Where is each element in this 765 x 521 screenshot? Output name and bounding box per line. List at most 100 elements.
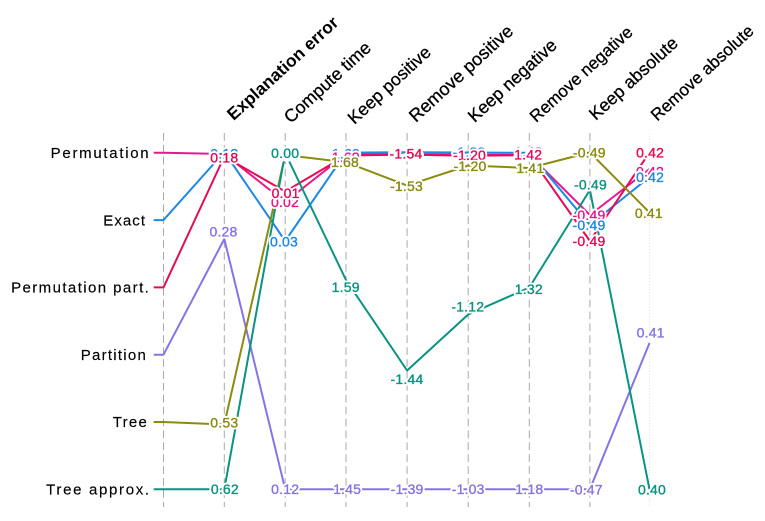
svg-text:0.00: 0.00: [271, 145, 299, 161]
svg-text:-1.03: -1.03: [452, 481, 485, 497]
svg-text:Exact: Exact: [103, 212, 146, 229]
svg-text:1.42: 1.42: [514, 148, 542, 164]
svg-text:0.53: 0.53: [210, 414, 238, 430]
svg-text:0.42: 0.42: [636, 144, 664, 160]
svg-text:1.68: 1.68: [331, 154, 359, 170]
svg-text:-1.20: -1.20: [453, 147, 486, 163]
svg-text:1.45: 1.45: [333, 481, 361, 497]
svg-text:1.69: 1.69: [332, 148, 360, 164]
svg-text:1.69: 1.69: [332, 149, 360, 165]
svg-text:-0.49: -0.49: [573, 233, 606, 249]
svg-text:Tree approx.: Tree approx.: [46, 482, 151, 499]
svg-text:0.02: 0.02: [271, 194, 299, 210]
svg-text:0.18: 0.18: [210, 150, 238, 166]
svg-text:0.03: 0.03: [270, 234, 298, 250]
svg-text:-1.54: -1.54: [390, 145, 423, 161]
svg-text:1.42: 1.42: [514, 144, 542, 160]
svg-text:Permutation: Permutation: [51, 145, 151, 162]
svg-text:0.18: 0.18: [210, 146, 238, 162]
svg-text:1.69: 1.69: [332, 145, 360, 161]
svg-text:-0.47: -0.47: [570, 481, 603, 497]
svg-text:-1.54: -1.54: [390, 145, 423, 161]
svg-text:1.42: 1.42: [514, 146, 542, 162]
svg-text:-1.20: -1.20: [454, 158, 487, 174]
svg-text:0.62: 0.62: [211, 481, 239, 497]
svg-text:0.12: 0.12: [271, 481, 299, 497]
svg-text:1.69: 1.69: [332, 149, 360, 165]
svg-text:1.45: 1.45: [333, 481, 361, 497]
svg-text:0.18: 0.18: [210, 150, 238, 166]
svg-text:-1.03: -1.03: [452, 481, 485, 497]
svg-text:-1.44: -1.44: [391, 371, 424, 387]
svg-text:-1.20: -1.20: [453, 144, 486, 160]
svg-text:-1.44: -1.44: [391, 371, 424, 387]
svg-text:-0.49: -0.49: [573, 217, 606, 233]
svg-text:-1.39: -1.39: [391, 481, 424, 497]
svg-text:0.00: 0.00: [271, 147, 299, 163]
svg-text:1.32: 1.32: [515, 281, 543, 297]
svg-text:-1.54: -1.54: [390, 147, 423, 163]
svg-text:0.41: 0.41: [635, 205, 663, 221]
svg-text:1.18: 1.18: [515, 481, 543, 497]
svg-text:0.40: 0.40: [638, 482, 666, 498]
svg-text:0.62: 0.62: [211, 481, 239, 497]
svg-text:-1.20: -1.20: [453, 144, 486, 160]
svg-text:1.69: 1.69: [332, 145, 360, 161]
svg-text:-1.20: -1.20: [453, 149, 486, 165]
svg-text:0.42: 0.42: [636, 144, 664, 160]
svg-text:0.01: 0.01: [272, 185, 300, 201]
svg-text:-0.49: -0.49: [573, 144, 606, 160]
svg-text:1.41: 1.41: [516, 160, 544, 176]
svg-text:0.42: 0.42: [636, 169, 664, 185]
svg-text:-0.49: -0.49: [573, 207, 606, 223]
svg-text:0.53: 0.53: [210, 414, 238, 430]
svg-text:-0.49: -0.49: [573, 207, 606, 223]
svg-text:0.00: 0.00: [271, 145, 299, 161]
svg-text:0.03: 0.03: [270, 234, 298, 250]
svg-text:1.59: 1.59: [332, 279, 360, 295]
svg-text:0.00: 0.00: [271, 147, 299, 163]
svg-text:1.18: 1.18: [515, 481, 543, 497]
svg-text:-1.54: -1.54: [390, 147, 423, 163]
svg-text:0.41: 0.41: [637, 325, 665, 341]
svg-text:-0.49: -0.49: [573, 217, 606, 233]
svg-text:-0.49: -0.49: [574, 176, 607, 192]
svg-text:-1.12: -1.12: [451, 299, 484, 315]
svg-text:1.69: 1.69: [332, 148, 360, 164]
svg-text:1.68: 1.68: [331, 154, 359, 170]
svg-text:1.42: 1.42: [514, 146, 542, 162]
svg-text:0.02: 0.02: [271, 194, 299, 210]
svg-text:1.42: 1.42: [514, 144, 542, 160]
svg-text:-0.49: -0.49: [574, 176, 607, 192]
svg-text:0.18: 0.18: [210, 146, 238, 162]
svg-text:0.01: 0.01: [272, 185, 300, 201]
svg-text:0.41: 0.41: [635, 205, 663, 221]
svg-text:0.42: 0.42: [636, 169, 664, 185]
svg-text:-1.53: -1.53: [390, 178, 423, 194]
svg-text:0.28: 0.28: [209, 224, 237, 240]
svg-text:1.42: 1.42: [514, 148, 542, 164]
svg-text:1.41: 1.41: [516, 160, 544, 176]
svg-text:0.18: 0.18: [210, 146, 238, 162]
svg-text:-1.12: -1.12: [451, 299, 484, 315]
svg-text:-1.20: -1.20: [453, 149, 486, 165]
svg-text:-0.49: -0.49: [573, 233, 606, 249]
svg-text:0.18: 0.18: [210, 146, 238, 162]
svg-text:0.28: 0.28: [209, 224, 237, 240]
svg-text:-1.20: -1.20: [453, 147, 486, 163]
svg-text:-1.54: -1.54: [390, 144, 423, 160]
svg-text:0.40: 0.40: [638, 482, 666, 498]
svg-text:0.42: 0.42: [636, 164, 664, 180]
svg-text:Partition: Partition: [81, 347, 147, 364]
svg-text:-0.49: -0.49: [573, 144, 606, 160]
svg-text:0.41: 0.41: [637, 325, 665, 341]
svg-text:0.12: 0.12: [271, 481, 299, 497]
svg-text:-1.53: -1.53: [390, 178, 423, 194]
svg-text:Permutation part.: Permutation part.: [11, 280, 150, 297]
svg-text:-1.39: -1.39: [391, 481, 424, 497]
svg-text:-0.47: -0.47: [570, 481, 603, 497]
svg-text:Tree: Tree: [113, 414, 148, 431]
svg-text:0.42: 0.42: [636, 164, 664, 180]
svg-text:1.59: 1.59: [332, 279, 360, 295]
svg-text:1.32: 1.32: [515, 281, 543, 297]
